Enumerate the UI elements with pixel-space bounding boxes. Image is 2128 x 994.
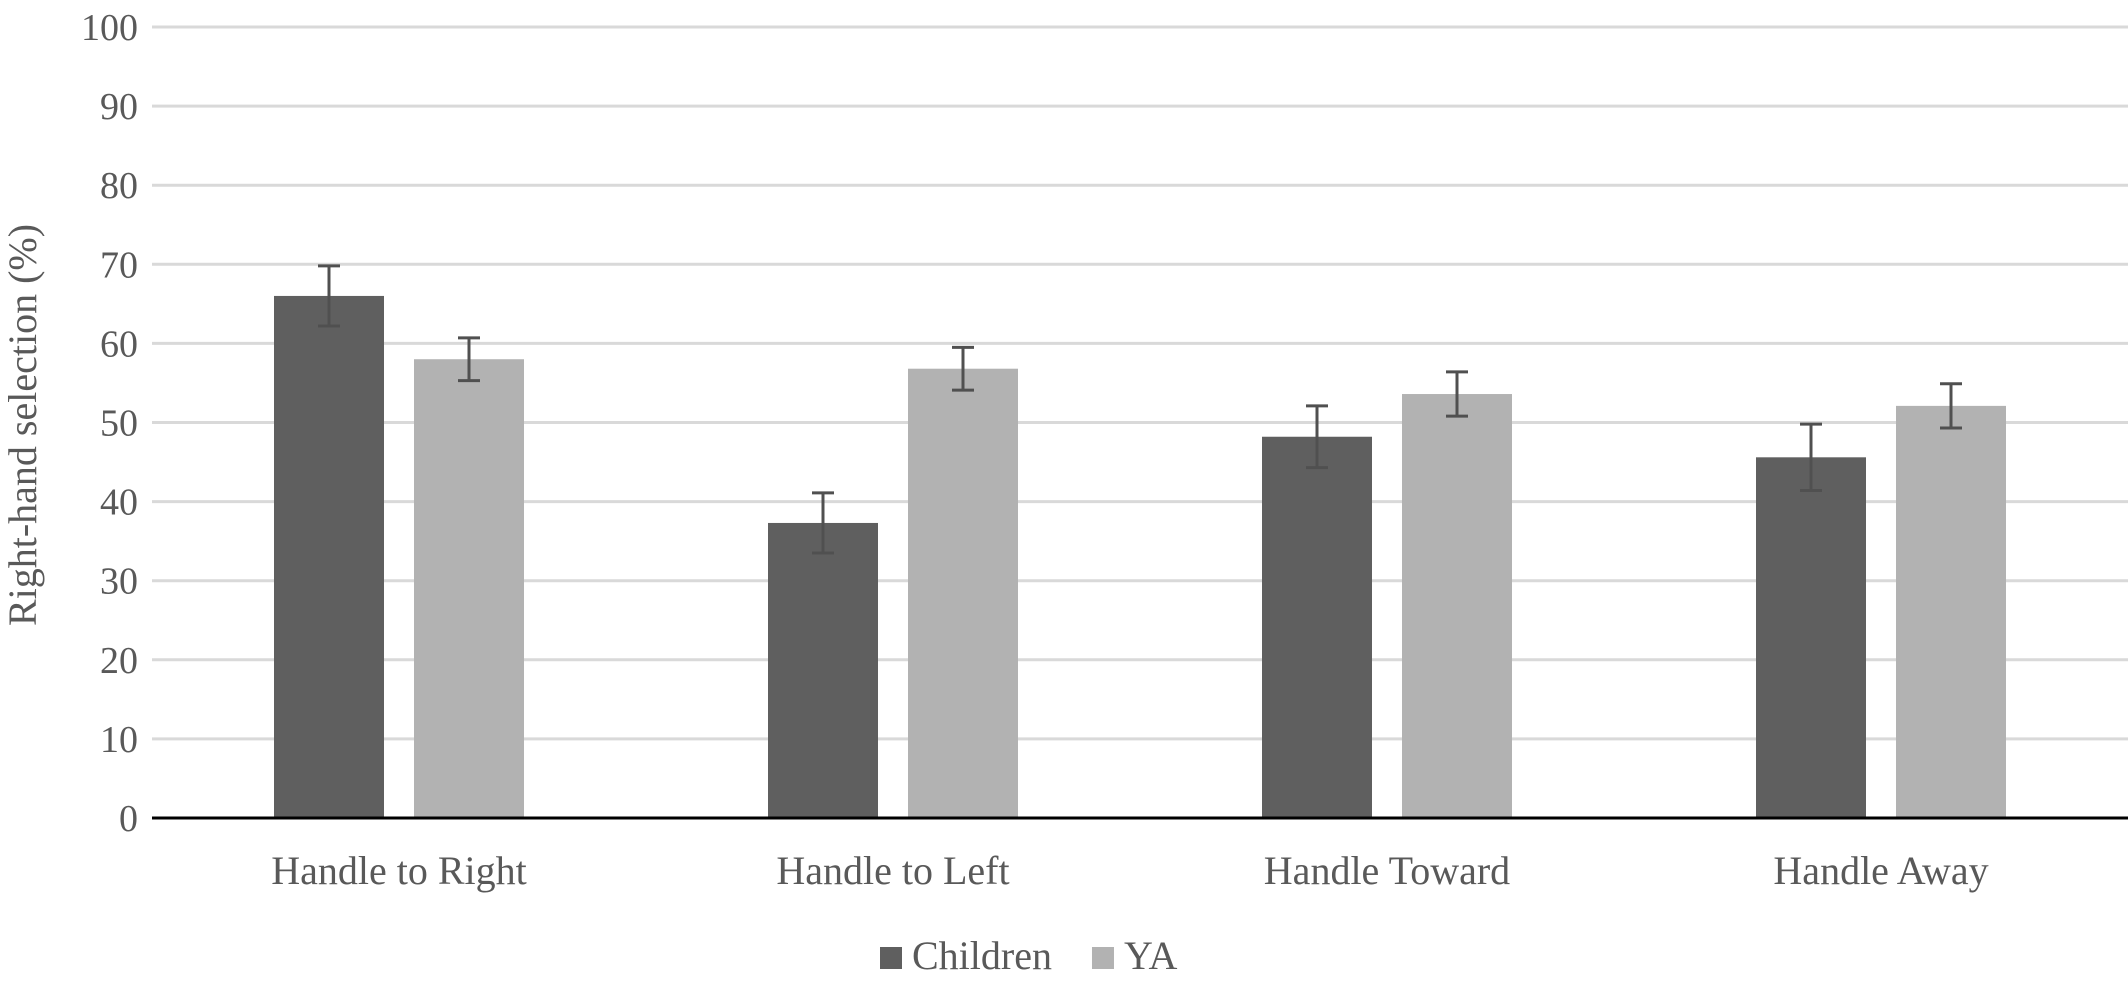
y-tick-label: 10 [100,719,138,761]
y-tick-label: 20 [100,640,138,682]
x-tick-label: Handle to Left [776,848,1009,893]
x-tick-label: Handle to Right [271,848,527,893]
legend-item-children: Children [880,933,1052,978]
y-tick-label: 40 [100,482,138,524]
bar-ya-2 [908,368,1018,818]
legend-swatch [880,947,902,969]
bar-ya-3 [1402,394,1512,818]
error-bar-ya-1 [458,336,480,383]
error-bars [318,264,1962,555]
error-bar-children-3 [1306,404,1328,470]
y-axis-title: Right-hand selection (%) [0,224,45,626]
y-tick-label: 100 [81,7,138,49]
error-bar-ya-4 [1940,382,1962,430]
y-tick-label: 70 [100,244,138,286]
x-tick-label: Handle Toward [1264,848,1510,893]
legend-item-ya: YA [1091,933,1177,978]
error-bar-children-2 [812,491,834,555]
error-bar-children-4 [1800,422,1822,493]
bar-children-4 [1756,457,1866,818]
bar-children-1 [274,295,384,818]
y-tick-label: 90 [100,86,138,128]
legend-label: Children [912,933,1052,978]
y-tick-label: 0 [119,798,138,840]
y-tick-label: 80 [100,165,138,207]
error-bar-children-1 [318,264,340,328]
error-bar-ya-3 [1446,370,1468,418]
y-tick-label: 30 [100,561,138,603]
x-tick-label: Handle Away [1773,848,1988,893]
legend-swatch [1091,947,1114,969]
tick-labels: 0 10 20 30 40 50 60 70 80 90 100 Handle to Right Han… [81,7,1989,893]
legend-label: YA [1124,933,1177,978]
bar-children-3 [1262,436,1372,818]
bar-ya-4 [1896,405,2006,818]
legend: Children YA [880,933,1177,978]
bars [274,295,2006,818]
y-tick-label: 60 [100,323,138,365]
bar-ya-1 [414,359,524,818]
bar-children-2 [768,522,878,818]
y-tick-label: 50 [100,403,138,445]
error-bar-ya-2 [952,345,974,392]
